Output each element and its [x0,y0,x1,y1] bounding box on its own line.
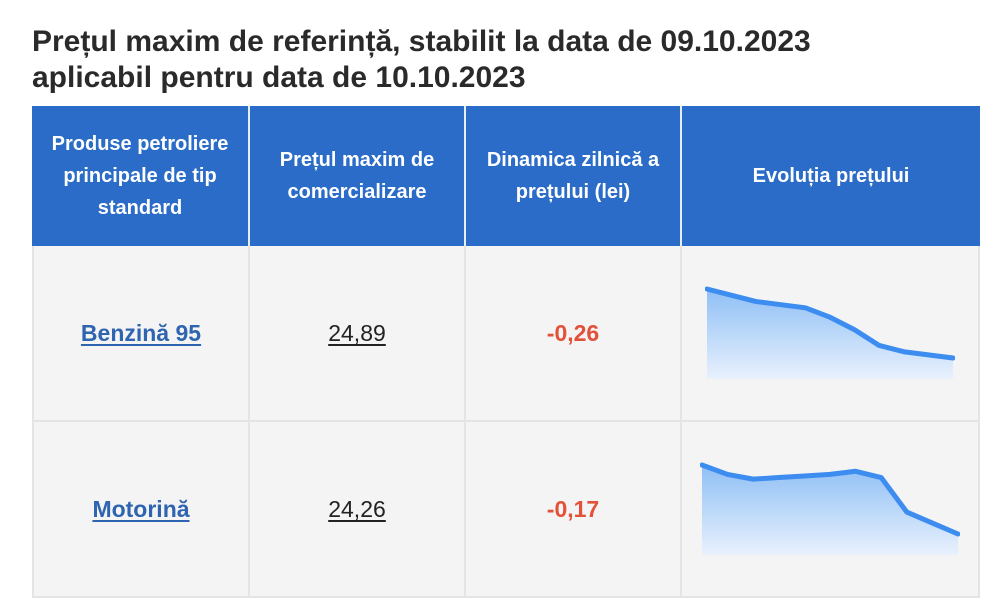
daily-change-value: -0,17 [546,495,600,522]
sparkline-area [707,289,953,379]
price-value[interactable]: 24,89 [328,319,386,346]
title-line-1: Prețul maxim de referință, stabilit la d… [32,25,811,58]
sparkline-line [700,462,960,537]
title-line-2: aplicabil pentru data de 10.10.2023 [32,61,526,94]
change-cell: -0,26 [466,246,682,422]
price-value[interactable]: 24,26 [328,495,386,522]
product-link-benzina[interactable]: Benzină 95 [80,319,202,346]
product-cell: Benzină 95 [32,246,250,422]
daily-change-value: -0,26 [546,319,600,346]
column-header-price: Prețul maxim de comercializare [250,106,466,246]
change-cell: -0,17 [466,422,682,598]
product-cell: Motorină [32,422,250,598]
table-row: Motorină 24,26 -0,17 [32,422,980,598]
trend-cell [682,246,980,422]
price-cell: 24,26 [250,422,466,598]
sparkline-line [705,286,955,361]
column-header-product: Produse petroliere principale de tip sta… [32,106,250,246]
price-cell: 24,89 [250,246,466,422]
column-header-trend: Evoluția prețului [682,106,980,246]
column-header-change: Dinamica zilnică a prețului (lei) [466,106,682,246]
trend-cell [682,422,980,598]
table-row: Benzină 95 24,89 -0,26 [32,246,980,422]
price-trend-sparkline [700,462,960,555]
page-title: Prețul maxim de referință, stabilit la d… [32,24,972,96]
sparkline-area [702,465,958,555]
product-link-motorina[interactable]: Motorină [92,495,190,522]
price-trend-sparkline [705,286,955,379]
price-table: Produse petroliere principale de tip sta… [32,106,980,598]
table-header-row: Produse petroliere principale de tip sta… [32,106,980,246]
